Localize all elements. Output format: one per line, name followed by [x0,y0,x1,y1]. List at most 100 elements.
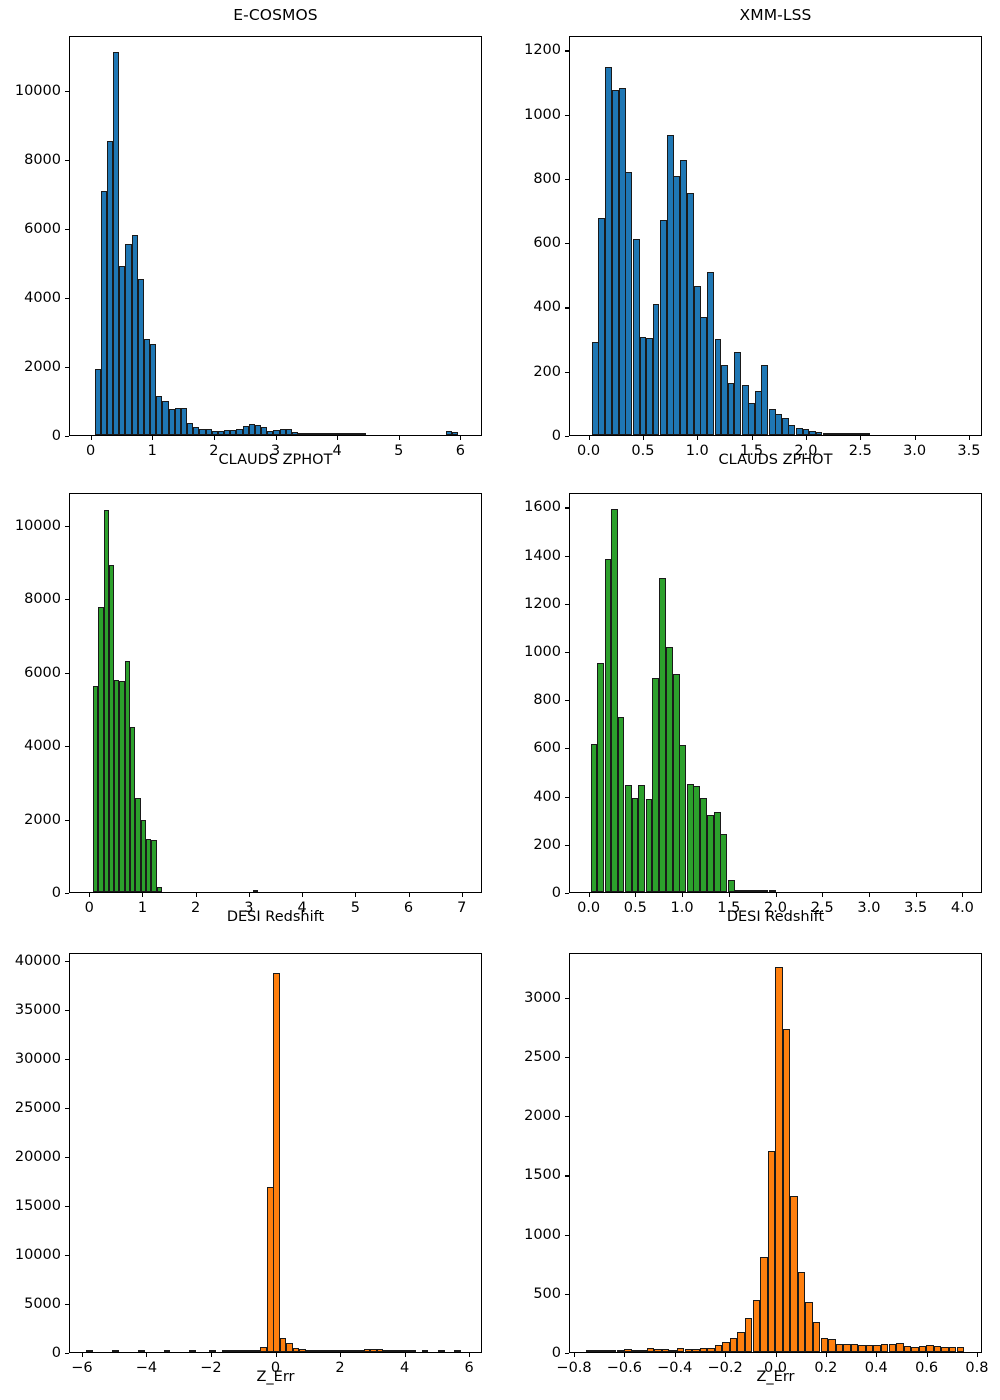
y-axis-tick-label: 8000 [24,152,61,169]
x-axis-tick-mark [469,1353,471,1357]
histogram-bar [926,1344,934,1352]
x-axis-tick-label: 0 [85,443,96,459]
x-axis-tick-mark [588,436,590,440]
histogram-bar [625,171,633,435]
x-axis-tick-label: 5 [350,900,360,916]
y-axis-tick-label: 600 [533,740,561,757]
histogram-bar [815,432,823,435]
histogram-bar [125,243,132,435]
histogram-bar [624,1349,632,1352]
histogram-bar [693,286,701,435]
histogram-bar [221,1350,229,1352]
histogram-bar [672,673,680,892]
y-axis-tick-label: 2000 [24,359,61,376]
histogram-bar [298,432,305,435]
histogram-bar [119,266,126,435]
histogram-bar [850,433,858,435]
histogram-bar [273,430,280,435]
y-axis-tick-label: 1200 [524,42,561,59]
y-axis-tick-mark [565,603,569,605]
histogram-bar [174,407,181,435]
plot-area [569,953,982,1353]
histogram-bar [601,1350,609,1352]
histogram-bar [341,433,348,435]
histogram-bar [748,890,756,892]
x-axis-tick-mark [915,893,917,897]
histogram-bar [699,1347,708,1352]
y-axis-tick-label: 0 [551,1345,561,1361]
y-axis-tick-mark [65,1107,69,1109]
x-axis-label: DESI Redshift [226,909,325,925]
histogram-bar [669,1349,677,1352]
x-axis-tick-mark [805,436,807,440]
histogram-bar [119,681,125,892]
y-axis-tick-mark [65,1353,69,1355]
x-axis-tick-label: 1.0 [685,443,709,459]
histogram-bar [241,1350,248,1352]
histogram-bar [604,67,612,435]
histogram-bar [721,364,728,435]
x-axis-tick-label: 0.2 [814,1360,838,1376]
y-axis-tick-label: 800 [533,692,561,709]
histogram-bar [633,239,640,435]
histogram-bar [706,271,714,435]
x-axis-tick-mark [574,1353,576,1357]
x-axis-tick-label: 6 [464,1360,474,1376]
histogram-bar [863,433,871,435]
histogram-bar [850,1344,859,1352]
x-axis-tick-label: −0.4 [657,1360,693,1376]
histogram-bar [666,647,674,892]
histogram-bar [888,1343,896,1352]
x-axis-tick-label: −0.8 [556,1360,592,1376]
histogram-bar [835,1343,844,1352]
histogram-bar [100,190,107,435]
x-axis-tick-label: 0.5 [631,443,655,459]
y-axis-tick-mark [65,436,69,438]
x-axis-tick-mark [337,436,339,440]
x-axis-tick-label: 4 [297,900,307,916]
histogram-bar [279,429,286,435]
histogram-bar [802,429,810,435]
y-axis-tick-label: 500 [533,1285,561,1302]
panel-title: XMM-LSS [739,6,812,24]
histogram-bar [949,1346,957,1352]
histogram-bar [692,1348,700,1352]
y-axis-tick-mark [565,436,569,438]
histogram-bar [654,1349,662,1352]
histogram-bar [140,820,147,892]
histogram-bar [217,431,225,435]
y-axis-tick-label: 1400 [524,547,561,564]
x-axis-tick-label: 4 [332,443,342,459]
x-axis-tick-mark [674,1353,676,1357]
y-axis-tick-label: 2000 [24,811,61,828]
histogram-bar [292,1347,300,1352]
x-axis-tick-mark [89,893,91,897]
histogram-bar [187,422,194,435]
y-axis-tick-mark [565,243,569,245]
histogram-bar [918,1346,927,1352]
y-axis-tick-mark [565,507,569,509]
histogram-bar [829,433,837,435]
y-axis-tick-label: 2000 [524,1108,561,1125]
x-axis-tick-mark [775,1353,777,1357]
y-axis-tick-mark [565,1234,569,1236]
plot-area [69,953,482,1353]
y-axis-tick-label: 1600 [524,499,561,516]
histogram-bar [796,427,803,435]
histogram-bar [941,1346,949,1352]
x-axis-tick-mark [142,893,144,897]
x-axis-tick-label: −0.6 [606,1360,642,1376]
x-axis-tick-mark [642,436,644,440]
x-axis-tick-mark [825,1353,827,1357]
x-axis-tick-label: 3.0 [903,443,927,459]
histogram-bar [395,1350,403,1352]
histogram-bar [700,316,708,435]
x-axis-tick-label: 3 [270,443,281,459]
x-axis-tick-label: 1 [137,900,148,916]
histogram-bar [956,1347,964,1352]
histogram-bar [609,1350,617,1352]
y-axis-tick-mark [65,819,69,821]
histogram-bar [248,424,255,435]
x-axis-tick-label: 1.0 [670,900,694,916]
histogram-bar [666,134,674,435]
